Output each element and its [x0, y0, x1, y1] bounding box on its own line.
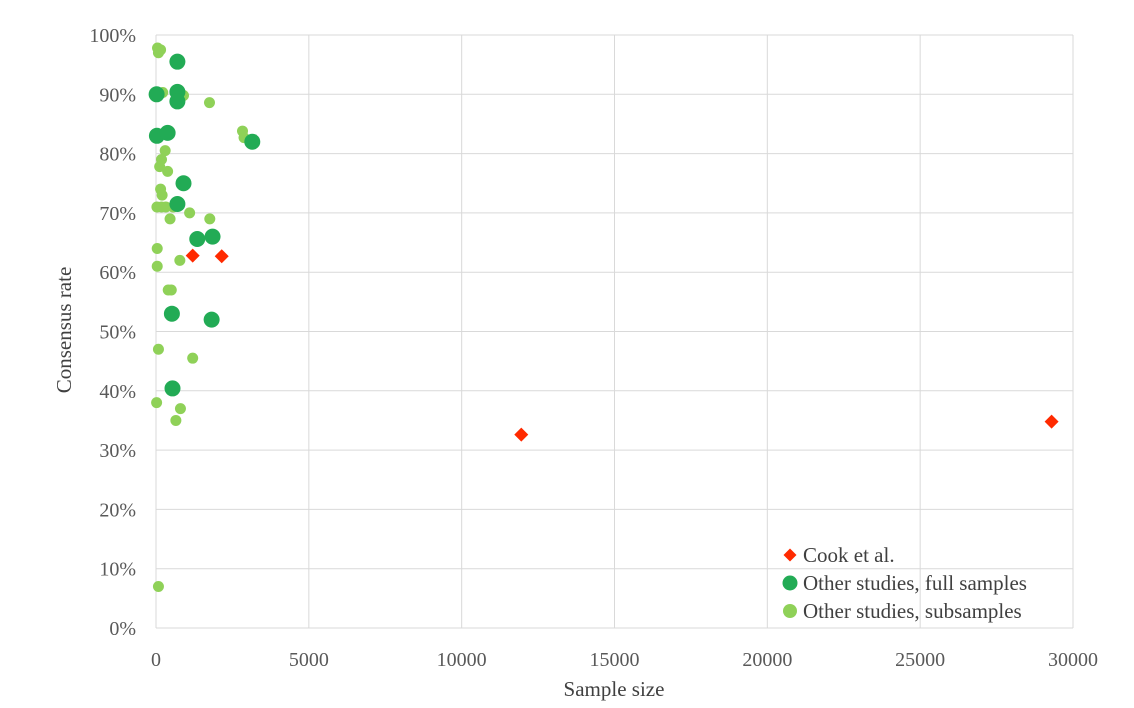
y-tick-label: 90% — [99, 84, 136, 106]
x-tick-label: 10000 — [437, 649, 487, 671]
x-tick-label: 20000 — [742, 649, 792, 671]
y-tick-label: 30% — [99, 440, 136, 462]
full-sample-point — [169, 54, 185, 70]
subsample-point — [170, 415, 181, 426]
cook-point — [186, 249, 200, 263]
subsample-point — [166, 284, 177, 295]
x-tick-label: 25000 — [895, 649, 945, 671]
subsample-point — [157, 190, 168, 201]
full-sample-point — [165, 380, 181, 396]
full-sample-point — [205, 229, 221, 245]
x-tick-label: 5000 — [289, 649, 329, 671]
gridlines — [156, 35, 1073, 628]
subsample-point — [204, 213, 215, 224]
subsample-point — [153, 47, 164, 58]
subsample-point — [151, 397, 162, 408]
subsample-point — [165, 213, 176, 224]
y-tick-label: 10% — [99, 559, 136, 581]
legend-circle-icon — [783, 576, 798, 591]
y-tick-label: 0% — [109, 618, 136, 640]
full-sample-point — [169, 196, 185, 212]
subsample-point — [153, 581, 164, 592]
subsample-point — [187, 353, 198, 364]
x-tick-label: 30000 — [1048, 649, 1098, 671]
cook-point — [1045, 415, 1059, 429]
full-sample-point — [204, 312, 220, 328]
y-tick-label: 80% — [99, 144, 136, 166]
full-sample-point — [244, 134, 260, 150]
y-axis-title: Consensus rate — [52, 267, 76, 394]
full-sample-point — [169, 93, 185, 109]
legend: Cook et al. Other studies, full samples Ot… — [783, 543, 1027, 623]
x-tick-label: 0 — [151, 649, 161, 671]
full-sample-point — [164, 306, 180, 322]
y-tick-label: 60% — [99, 262, 136, 284]
subsample-point — [152, 243, 163, 254]
legend-label: Other studies, full samples — [803, 571, 1027, 595]
x-axis-title: Sample size — [564, 677, 665, 701]
legend-diamond-icon — [784, 549, 797, 562]
y-tick-label: 40% — [99, 381, 136, 403]
legend-label: Cook et al. — [803, 543, 895, 567]
subsample-point — [184, 207, 195, 218]
subsample-point — [162, 166, 173, 177]
y-tick-label: 100% — [89, 25, 136, 47]
y-tick-label: 70% — [99, 203, 136, 225]
subsample-point — [204, 97, 215, 108]
cook-point — [514, 428, 528, 442]
subsample-point — [175, 403, 186, 414]
y-tick-label: 20% — [99, 499, 136, 521]
y-tick-label: 50% — [99, 322, 136, 344]
legend-label: Other studies, subsamples — [803, 599, 1022, 623]
x-tick-label: 15000 — [590, 649, 640, 671]
cook-point — [215, 249, 229, 263]
subsample-point — [174, 255, 185, 266]
subsample-point — [153, 344, 164, 355]
full-sample-point — [189, 231, 205, 247]
full-sample-point — [149, 86, 165, 102]
full-sample-point — [160, 125, 176, 141]
legend-circle-icon — [783, 604, 797, 618]
subsample-point — [152, 261, 163, 272]
full-sample-point — [176, 175, 192, 191]
